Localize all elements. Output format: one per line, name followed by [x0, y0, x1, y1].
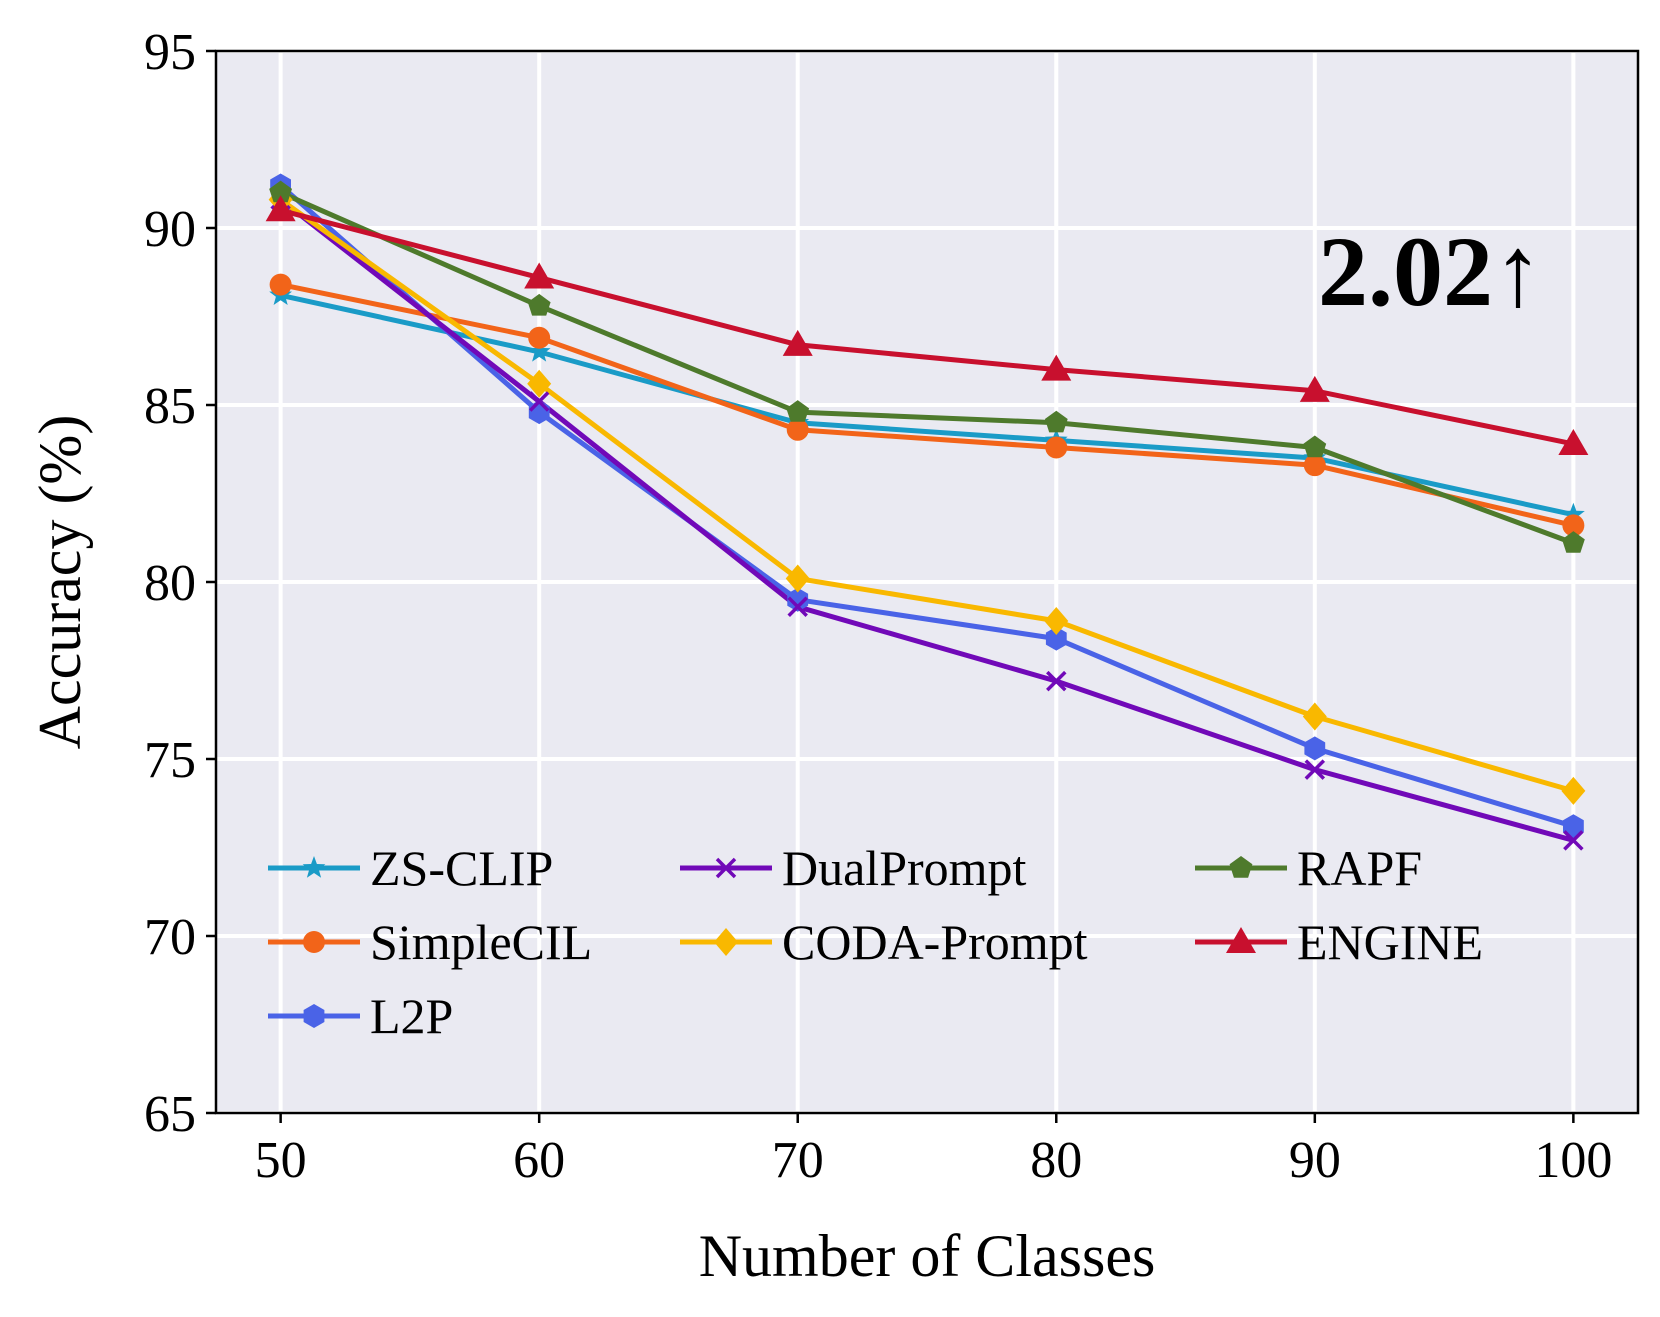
data-point-coda-prompt — [527, 369, 552, 398]
x-tick-label: 90 — [1289, 1132, 1341, 1189]
legend-label-engine: ENGINE — [1297, 914, 1483, 970]
legend-marker-rapf — [1229, 856, 1253, 878]
series-line-zs-clip — [280, 292, 1574, 518]
x-tick-label: 70 — [772, 1132, 824, 1189]
series-line-engine — [279, 207, 1574, 447]
data-point-simplecil — [1562, 514, 1585, 537]
series-lines — [278, 183, 1575, 843]
data-point-zs-clip — [527, 339, 551, 362]
series-markers — [265, 173, 1589, 851]
data-point-engine — [1299, 375, 1330, 402]
improvement-annotation: 2.02↑ — [1318, 216, 1543, 327]
data-point-engine — [1558, 428, 1589, 455]
x-axis-label: Number of Classes — [699, 1223, 1156, 1289]
series-line-l2p — [278, 183, 1575, 829]
series-line-dualprompt — [279, 197, 1575, 843]
axis-ticks: 50 60 70 80 90 100 65 70 75 80 85 90 95 — [144, 24, 1612, 1189]
y-tick-label: 85 — [144, 378, 196, 435]
legend-label-l2p: L2P — [370, 988, 453, 1044]
data-point-simplecil — [1303, 454, 1326, 477]
series-line-coda-prompt — [279, 197, 1575, 794]
data-point-coda-prompt — [1302, 702, 1327, 731]
y-tick-label: 65 — [144, 1086, 196, 1143]
y-tick-label: 90 — [144, 201, 196, 258]
data-point-simplecil — [1045, 436, 1068, 459]
data-point-engine — [265, 195, 296, 222]
y-tick-label: 70 — [144, 909, 196, 966]
data-point-l2p — [787, 587, 809, 612]
legend: ZS-CLIP SimpleCIL L2P DualPrompt CODA-Prompt… — [268, 840, 1483, 1044]
data-point-dualprompt — [528, 391, 550, 412]
legend-marker-zs-clip — [302, 856, 326, 878]
data-point-rapf — [786, 400, 810, 422]
x-tick-label: 50 — [255, 1132, 307, 1189]
legend-marker-engine — [1226, 927, 1256, 953]
data-point-rapf — [269, 180, 292, 203]
data-point-engine — [782, 329, 813, 356]
legend-marker-l2p — [303, 1004, 325, 1028]
data-point-simplecil — [269, 273, 292, 296]
data-point-coda-prompt — [1044, 606, 1069, 635]
data-point-zs-clip — [1562, 502, 1585, 525]
x-tick-label: 80 — [1030, 1132, 1082, 1189]
legend-marker-simplecil — [303, 931, 325, 953]
series-line-simplecil — [280, 282, 1574, 528]
data-point-coda-prompt — [785, 564, 810, 593]
data-point-rapf — [1044, 410, 1068, 433]
y-tick-label: 75 — [144, 732, 196, 789]
legend-label-coda-prompt: CODA-Prompt — [782, 914, 1088, 970]
legend-label-zs-clip: ZS-CLIP — [370, 840, 553, 896]
data-point-dualprompt — [1563, 830, 1584, 851]
data-point-dualprompt — [1304, 759, 1326, 780]
data-point-engine — [524, 262, 555, 289]
legend-marker-dualprompt — [715, 857, 737, 879]
legend-label-dualprompt: DualPrompt — [782, 840, 1027, 896]
data-point-engine — [1041, 354, 1072, 381]
data-point-dualprompt — [787, 596, 808, 618]
data-point-l2p — [1304, 736, 1326, 761]
y-axis-label: Accuracy (%) — [27, 415, 93, 750]
y-tick-label: 95 — [144, 24, 196, 81]
data-point-rapf — [527, 293, 551, 316]
x-tick-label: 60 — [513, 1132, 565, 1189]
data-point-rapf — [1562, 531, 1585, 553]
data-point-l2p — [1563, 814, 1584, 839]
x-tick-label: 100 — [1534, 1132, 1612, 1189]
legend-marker-coda-prompt — [714, 928, 738, 956]
data-point-rapf — [1303, 435, 1327, 458]
legend-label-simplecil: SimpleCIL — [370, 914, 592, 970]
data-point-coda-prompt — [1561, 776, 1586, 805]
y-tick-label: 80 — [144, 555, 196, 612]
series-line-rapf — [279, 190, 1575, 546]
data-point-dualprompt — [1046, 670, 1067, 692]
data-point-simplecil — [786, 418, 809, 441]
legend-label-rapf: RAPF — [1297, 840, 1422, 896]
data-point-l2p — [1045, 626, 1067, 651]
data-point-simplecil — [528, 326, 551, 349]
